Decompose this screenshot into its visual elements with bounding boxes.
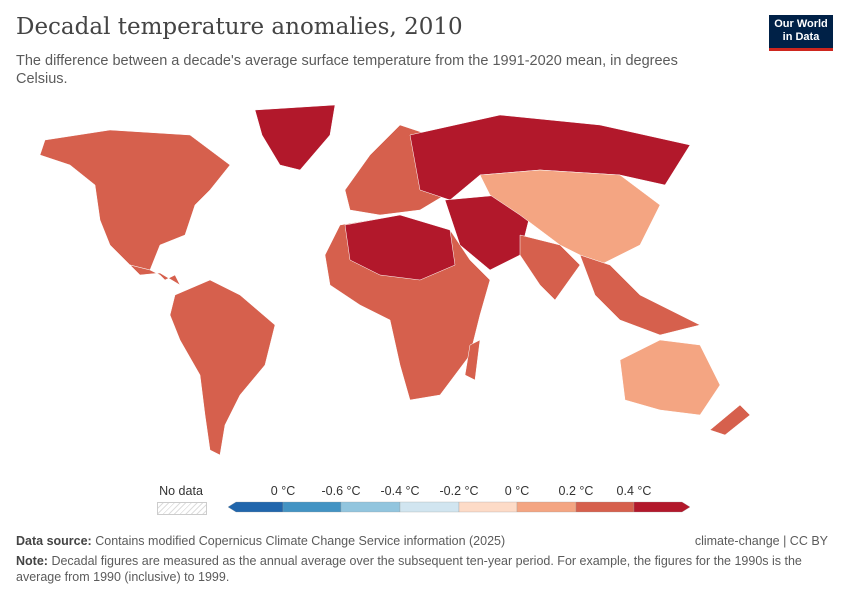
region-australia[interactable] (619, 339, 721, 416)
legend-tick-label: 0.2 °C (558, 484, 594, 498)
note-label: Note: (16, 554, 48, 568)
subtitle: The difference between a decade's averag… (16, 53, 678, 87)
license[interactable]: climate-change | CC BY (694, 534, 828, 548)
legend-bin[interactable] (458, 501, 518, 513)
legend-bin[interactable] (340, 501, 401, 513)
region-north-america[interactable] (39, 129, 231, 271)
legend-tick-label: -0.4 °C (380, 484, 420, 498)
legend-tick-label: -0.6 °C (321, 484, 361, 498)
world-map[interactable] (0, 95, 850, 475)
note-text: Decadal figures are measured as the annu… (16, 554, 802, 584)
legend-tick-label: 0.4 °C (616, 484, 652, 498)
legend-bin[interactable] (227, 501, 284, 513)
legend-bin[interactable] (633, 501, 691, 513)
source-text[interactable]: Contains modified Copernicus Climate Cha… (95, 534, 506, 548)
owid-logo[interactable]: Our World in Data (769, 15, 833, 51)
legend-colorbar (227, 501, 691, 513)
region-new-zealand[interactable] (709, 404, 751, 436)
region-south-america[interactable] (169, 279, 276, 456)
region-madagascar[interactable] (464, 339, 481, 381)
legend-bin[interactable] (575, 501, 635, 513)
region-central-america[interactable] (129, 264, 181, 286)
source-label: Data source: (16, 534, 92, 548)
legend-bin[interactable] (399, 501, 460, 513)
legend-tick-label: 0 °C (504, 484, 530, 498)
legend-no-data-label: No data (159, 484, 203, 498)
legend-no-data-swatch[interactable] (157, 502, 207, 515)
note: Note: Decadal figures are measured as th… (16, 553, 816, 585)
page-title: Decadal temperature anomalies, 2010 (16, 14, 463, 40)
data-source: Data source: Contains modified Copernicu… (16, 533, 505, 549)
legend-bin[interactable] (282, 501, 342, 513)
legend-tick-label: -0.2 °C (439, 484, 479, 498)
region-south-asia[interactable] (519, 234, 581, 301)
region-greenland[interactable] (254, 104, 336, 171)
region-southeast-asia[interactable] (579, 254, 701, 336)
legend-bin[interactable] (516, 501, 577, 513)
region-central-east-asia[interactable] (479, 169, 661, 266)
region-north-africa[interactable] (344, 214, 456, 281)
legend-tick-label: 0 °C (270, 484, 296, 498)
